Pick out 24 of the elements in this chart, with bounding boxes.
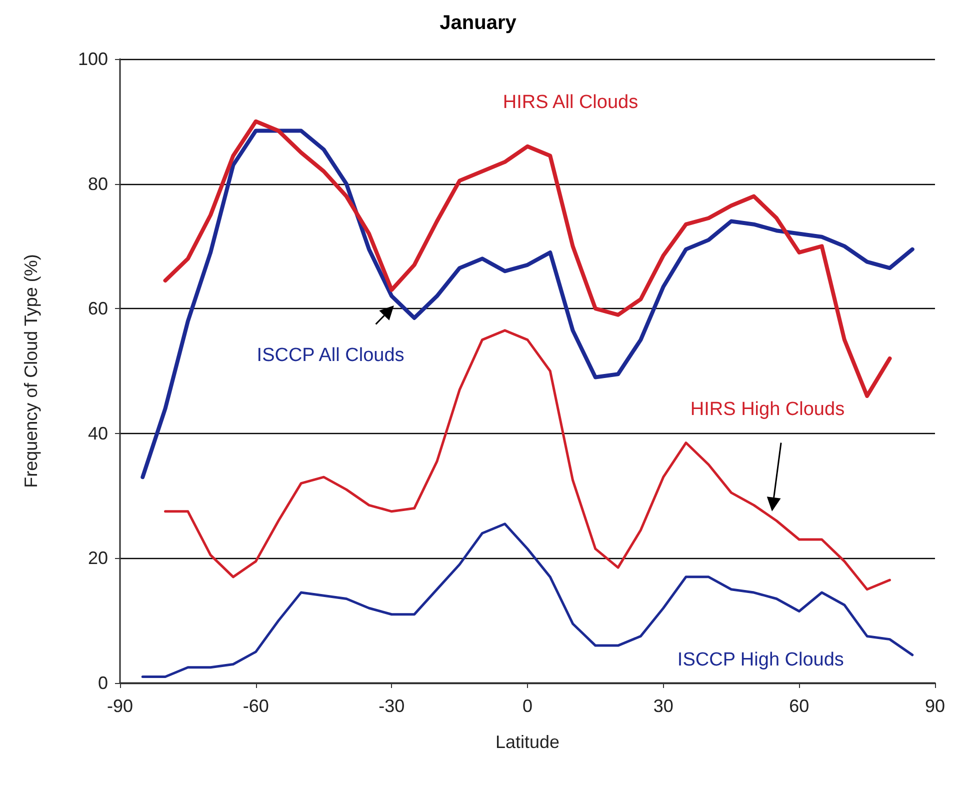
x-axis-title: Latitude — [495, 732, 560, 752]
line-series — [164, 329, 891, 591]
x-tick-label: 0 — [522, 696, 533, 716]
x-tick-label: 60 — [789, 696, 810, 716]
chart-title: January — [440, 12, 518, 34]
line-series — [141, 522, 914, 678]
y-axis-title: Frequency of Cloud Type (%) — [21, 254, 41, 488]
x-tick-label: -90 — [106, 696, 134, 716]
y-tick-label: 20 — [88, 548, 108, 568]
y-tick-label: 60 — [88, 298, 108, 319]
y-tick-label: 100 — [78, 49, 108, 69]
y-tick-label: 0 — [98, 673, 108, 693]
y-tick-label: 40 — [88, 423, 108, 444]
line-series — [163, 119, 892, 398]
line-series — [140, 128, 914, 480]
x-tick-label: -60 — [242, 696, 269, 716]
series-label: HIRS High Clouds — [690, 399, 845, 420]
y-tick-label: 80 — [88, 174, 108, 194]
series-label: ISCCP All Clouds — [256, 344, 404, 366]
x-tick-label: 30 — [653, 696, 674, 716]
series-label: ISCCP High Clouds — [677, 649, 844, 670]
x-tick-label: -30 — [378, 696, 405, 716]
x-tick-label: 90 — [924, 696, 946, 716]
text: HIRS All Clouds — [502, 92, 638, 114]
